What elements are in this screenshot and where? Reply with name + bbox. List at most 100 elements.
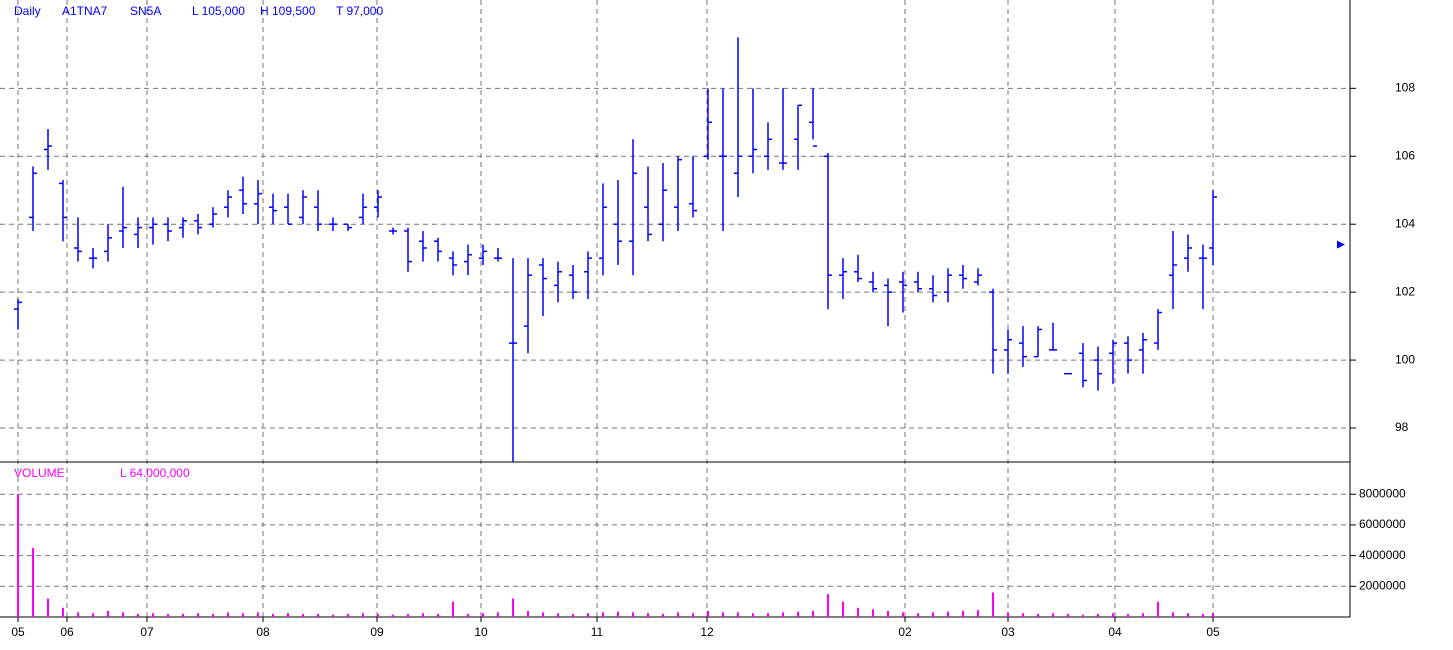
volume-bar — [212, 613, 214, 617]
volume-bar — [197, 613, 199, 617]
x-tick-label: 04 — [1108, 625, 1122, 639]
y-tick-label: 98 — [1395, 420, 1409, 434]
y-tick-label: 6000000 — [1359, 517, 1406, 531]
last-price-marker — [1337, 240, 1345, 249]
volume-bar — [782, 612, 784, 617]
volume-bar — [767, 613, 769, 617]
header-text: Daily — [14, 4, 41, 18]
volume-bar — [677, 612, 679, 617]
volume-bar — [1082, 614, 1084, 617]
volume-bar — [812, 610, 814, 617]
volume-bar — [557, 613, 559, 617]
volume-bar — [947, 611, 949, 617]
volume-bar — [17, 494, 19, 617]
volume-bar — [1022, 613, 1024, 617]
volume-bar — [467, 613, 469, 617]
volume-bar — [857, 607, 859, 617]
x-tick-label: 12 — [700, 625, 714, 639]
volume-bar — [287, 613, 289, 617]
volume-bar — [752, 613, 754, 617]
y-tick-label: 104 — [1395, 216, 1415, 230]
volume-bar — [497, 612, 499, 617]
volume-bar — [527, 610, 529, 617]
volume-bar — [452, 601, 454, 617]
volume-bar — [1127, 613, 1129, 617]
volume-bar — [362, 613, 364, 617]
volume-bar — [797, 611, 799, 617]
volume-bar — [722, 612, 724, 617]
volume-bar — [392, 614, 394, 617]
volume-bar — [932, 612, 934, 617]
volume-bar — [1212, 613, 1214, 617]
y-tick-label: 102 — [1395, 284, 1415, 298]
volume-bar — [737, 612, 739, 617]
volume-bar — [47, 598, 49, 617]
volume-bar — [347, 613, 349, 617]
volume-bar — [1067, 613, 1069, 617]
volume-bar — [1112, 613, 1114, 617]
volume-bar — [437, 613, 439, 617]
volume-bar — [302, 613, 304, 617]
volume-bar — [572, 613, 574, 617]
header-text: L 105,000 — [192, 4, 245, 18]
volume-bar — [407, 613, 409, 617]
volume-bar — [827, 593, 829, 617]
volume-bar — [152, 613, 154, 617]
volume-bar — [587, 613, 589, 617]
volume-bar — [1187, 613, 1189, 617]
volume-bar — [107, 610, 109, 617]
volume-bar — [617, 611, 619, 617]
volume-bar — [1142, 613, 1144, 617]
x-tick-label: 07 — [140, 625, 154, 639]
volume-bar — [842, 601, 844, 617]
volume-bar — [992, 592, 994, 617]
volume-bar — [1157, 601, 1159, 617]
volume-bar — [1052, 613, 1054, 617]
volume-bar — [1007, 612, 1009, 617]
volume-bar — [902, 612, 904, 617]
x-tick-label: 09 — [370, 625, 384, 639]
header-text: H 109,500 — [260, 4, 316, 18]
x-tick-label: 02 — [898, 625, 912, 639]
volume-bar — [917, 613, 919, 617]
volume-bar — [482, 613, 484, 617]
header-text: SN5A — [130, 4, 161, 18]
header-text: T 97,000 — [336, 4, 383, 18]
volume-bar — [422, 613, 424, 617]
volume-bar — [32, 547, 34, 617]
volume-title: VOLUME — [14, 466, 65, 480]
volume-bar — [512, 598, 514, 617]
y-tick-label: 2000000 — [1359, 578, 1406, 592]
y-tick-label: 100 — [1395, 352, 1415, 366]
volume-bar — [137, 613, 139, 617]
volume-bar — [77, 612, 79, 617]
x-tick-label: 05 — [11, 625, 25, 639]
volume-bar — [182, 613, 184, 617]
volume-bar — [377, 613, 379, 617]
volume-bar — [1037, 613, 1039, 617]
volume-bar — [92, 613, 94, 617]
volume-bar — [62, 607, 64, 617]
volume-bar — [887, 610, 889, 617]
x-tick-label: 03 — [1001, 625, 1015, 639]
volume-bar — [707, 610, 709, 617]
volume-title: L 64.000,000 — [120, 466, 190, 480]
volume-bar — [167, 613, 169, 617]
y-tick-label: 108 — [1395, 80, 1415, 94]
volume-bar — [632, 612, 634, 617]
volume-bar — [317, 613, 319, 617]
x-tick-label: 08 — [256, 625, 270, 639]
x-tick-label: 10 — [474, 625, 488, 639]
volume-bar — [542, 612, 544, 617]
volume-bar — [257, 612, 259, 617]
volume-bar — [977, 610, 979, 617]
volume-bar — [1172, 612, 1174, 617]
x-tick-label: 06 — [60, 625, 74, 639]
volume-bar — [227, 612, 229, 617]
volume-bar — [647, 613, 649, 617]
volume-bar — [692, 613, 694, 617]
x-tick-label: 11 — [591, 625, 604, 639]
y-tick-label: 4000000 — [1359, 548, 1406, 562]
y-tick-label: 8000000 — [1359, 486, 1406, 500]
